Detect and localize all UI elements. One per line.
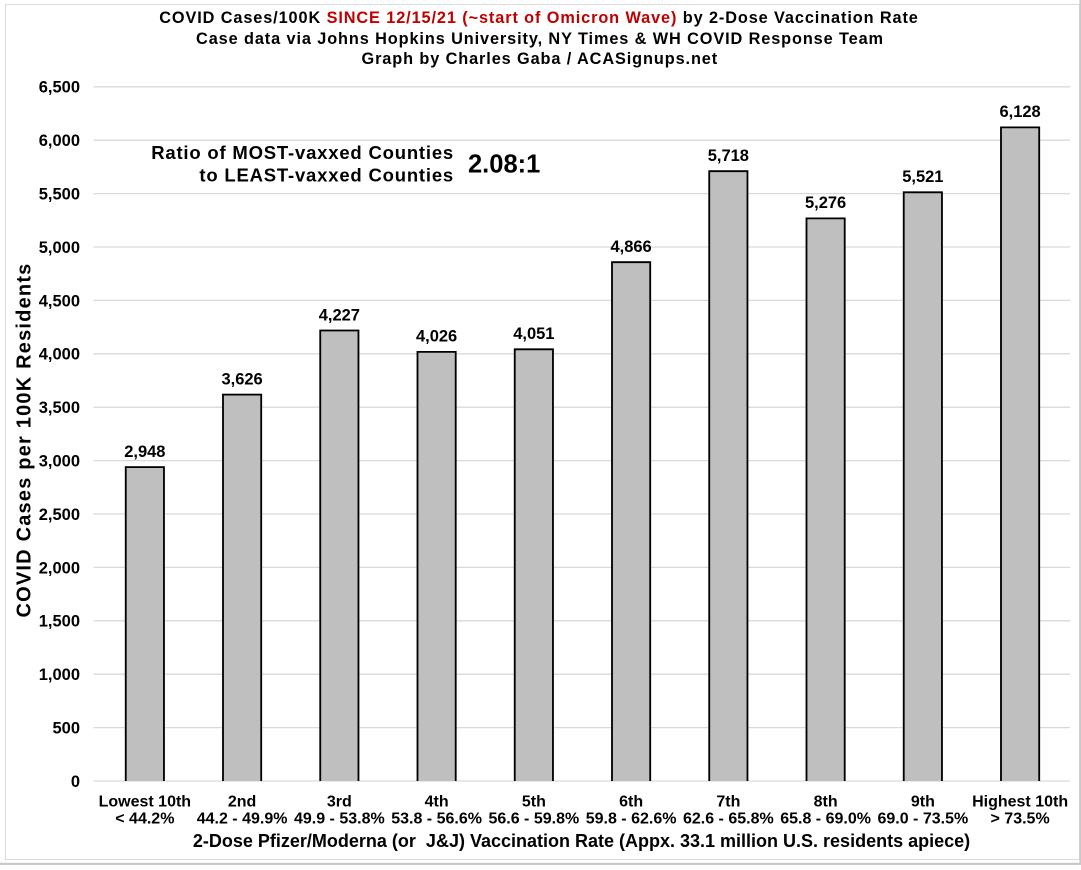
svg-text:4,000: 4,000: [39, 346, 80, 364]
svg-text:2-Dose Pfizer/Moderna (or J&J: 2-Dose Pfizer/Moderna (or J&J) Vaccinati…: [193, 831, 970, 851]
svg-text:5th: 5th: [522, 794, 546, 811]
svg-text:56.6 - 59.8%: 56.6 - 59.8%: [488, 811, 579, 828]
svg-text:6,128: 6,128: [999, 103, 1040, 121]
svg-text:Lowest 10th: Lowest 10th: [99, 794, 191, 811]
svg-text:2.08:1: 2.08:1: [468, 151, 540, 179]
svg-text:3,626: 3,626: [221, 370, 262, 388]
svg-text:5,718: 5,718: [708, 147, 749, 165]
svg-text:5,000: 5,000: [39, 239, 80, 257]
svg-text:> 73.5%: > 73.5%: [991, 811, 1050, 828]
svg-text:6,000: 6,000: [39, 132, 80, 150]
svg-text:3,000: 3,000: [39, 453, 80, 471]
svg-text:44.2 - 49.9%: 44.2 - 49.9%: [197, 811, 288, 828]
svg-text:6th: 6th: [619, 794, 643, 811]
svg-text:62.6 - 65.8%: 62.6 - 65.8%: [683, 811, 774, 828]
svg-text:2nd: 2nd: [228, 794, 256, 811]
svg-text:5,276: 5,276: [805, 194, 846, 212]
svg-text:4,866: 4,866: [610, 238, 651, 256]
svg-text:9th: 9th: [911, 794, 935, 811]
svg-text:7th: 7th: [716, 794, 740, 811]
svg-text:Ratio of MOST-vaxxed Counties: Ratio of MOST-vaxxed Counties: [151, 142, 454, 163]
svg-text:Case data via Johns Hopkins Un: Case data via Johns Hopkins University, …: [196, 30, 884, 48]
svg-text:2,948: 2,948: [124, 443, 165, 461]
svg-text:49.9 - 53.8%: 49.9 - 53.8%: [294, 811, 385, 828]
svg-text:3rd: 3rd: [327, 794, 352, 811]
svg-text:2,000: 2,000: [39, 559, 80, 577]
svg-text:4,227: 4,227: [319, 306, 360, 324]
svg-text:59.8 - 62.6%: 59.8 - 62.6%: [586, 811, 677, 828]
svg-text:1,500: 1,500: [39, 613, 80, 631]
svg-text:53.8 - 56.6%: 53.8 - 56.6%: [391, 811, 482, 828]
svg-text:Highest 10th: Highest 10th: [972, 794, 1068, 811]
svg-text:3,500: 3,500: [39, 399, 80, 417]
svg-text:Graph by Charles Gaba / ACASig: Graph by Charles Gaba / ACASignups.net: [362, 50, 719, 68]
svg-text:4,500: 4,500: [39, 292, 80, 310]
svg-text:4,051: 4,051: [513, 325, 554, 343]
svg-text:69.0 - 73.5%: 69.0 - 73.5%: [877, 811, 968, 828]
svg-text:to LEAST-vaxxed Counties: to LEAST-vaxxed Counties: [199, 165, 454, 186]
svg-text:65.8 - 69.0%: 65.8 - 69.0%: [780, 811, 871, 828]
svg-text:1,000: 1,000: [39, 666, 80, 684]
svg-text:8th: 8th: [814, 794, 838, 811]
svg-text:5,521: 5,521: [902, 168, 943, 186]
svg-text:0: 0: [71, 773, 80, 791]
svg-text:4,026: 4,026: [416, 328, 457, 346]
svg-text:COVID Cases/100K SINCE 12/15/2: COVID Cases/100K SINCE 12/15/21 (~start …: [159, 9, 919, 27]
svg-text:6,500: 6,500: [39, 79, 80, 97]
svg-text:COVID Cases per 100K Residents: COVID Cases per 100K Residents: [13, 262, 35, 617]
svg-text:2,500: 2,500: [39, 506, 80, 524]
svg-text:5,500: 5,500: [39, 186, 80, 204]
svg-text:4th: 4th: [425, 794, 449, 811]
svg-text:< 44.2%: < 44.2%: [115, 811, 174, 828]
svg-text:500: 500: [52, 720, 80, 738]
